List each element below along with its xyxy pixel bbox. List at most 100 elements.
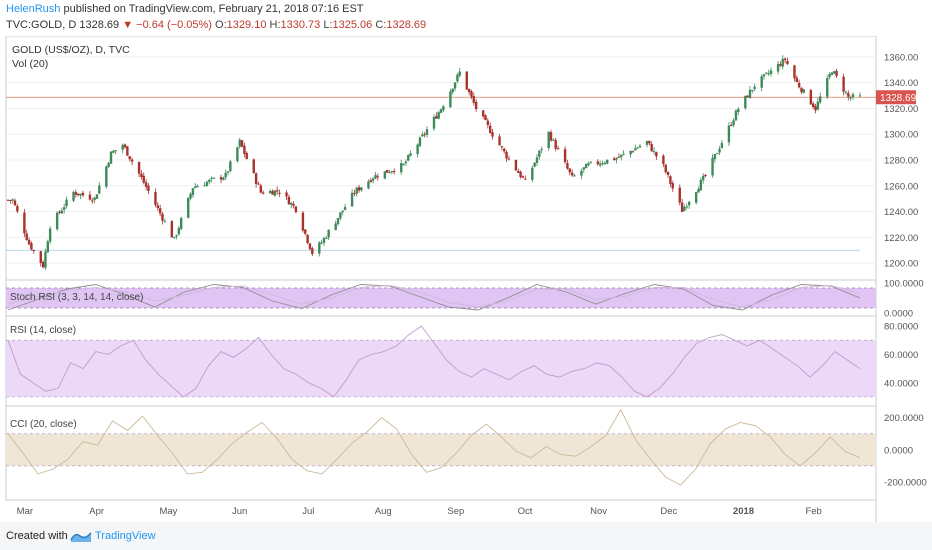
candle-body xyxy=(439,109,443,113)
candle-body xyxy=(367,181,370,189)
candle-body xyxy=(189,193,192,199)
candle-body xyxy=(304,229,307,234)
indicator-bands xyxy=(6,287,876,467)
candle-body xyxy=(318,242,321,254)
candle-body xyxy=(730,124,733,126)
cci-tick-label: 0.0000 xyxy=(884,445,913,456)
candle-body xyxy=(617,156,621,158)
candle-body xyxy=(776,63,780,72)
candle-body xyxy=(847,93,850,97)
candle-body xyxy=(16,206,19,212)
candle-body xyxy=(781,58,784,67)
low-value: 1325.06 xyxy=(332,19,373,31)
chart-area[interactable]: 1360.00 1340.00 1320.00 1300.00 1280.00 1260.… xyxy=(0,36,932,522)
candle-body xyxy=(46,241,49,253)
tradingview-link[interactable]: TradingView xyxy=(95,530,156,542)
candle-body xyxy=(170,221,174,238)
candle-body xyxy=(13,200,17,206)
candle-body xyxy=(210,177,213,179)
candle-body xyxy=(769,70,773,74)
candle-body xyxy=(851,94,855,98)
candle-body xyxy=(573,175,576,177)
candle-body xyxy=(273,190,277,196)
candle-body xyxy=(694,192,698,203)
candle-body xyxy=(505,151,508,159)
price-change: −0.64 (−0.05%) xyxy=(136,19,212,31)
candle-body xyxy=(680,202,684,212)
price-tick-label: 1360.00 xyxy=(884,52,918,63)
candle-body xyxy=(474,101,478,110)
y-axis-ticks: 1360.00 1340.00 1320.00 1300.00 1280.00 1260.… xyxy=(884,52,927,488)
candle-body xyxy=(23,212,26,234)
open-value: 1329.10 xyxy=(226,19,267,31)
candle-body xyxy=(580,170,583,176)
candle-body xyxy=(486,120,490,125)
candle-body xyxy=(519,171,522,178)
candle-body xyxy=(662,155,665,165)
candle-body xyxy=(556,148,560,150)
candle-body xyxy=(828,74,831,78)
candle-body xyxy=(484,115,487,121)
candle-body xyxy=(229,161,232,172)
x-tick-label: Nov xyxy=(590,506,607,517)
candle-body xyxy=(645,141,649,145)
price-tick-label: 1220.00 xyxy=(884,233,918,244)
candle-body xyxy=(603,162,607,164)
candle-body xyxy=(142,175,145,183)
candle-body xyxy=(32,249,35,251)
candle-body xyxy=(41,262,45,268)
candle-body xyxy=(383,171,387,179)
candle-body xyxy=(830,72,834,76)
candle-body xyxy=(353,193,356,195)
candle-body xyxy=(11,199,14,201)
price-panel xyxy=(5,36,877,281)
candle-body xyxy=(507,158,511,160)
candle-body xyxy=(123,144,127,148)
publish-info: HelenRush published on TradingView.com, … xyxy=(6,3,364,15)
candle-body xyxy=(432,116,436,129)
candle-body xyxy=(55,212,59,230)
candle-body xyxy=(470,91,473,97)
candle-body xyxy=(308,243,312,250)
footer-bar: Created with TradingView xyxy=(0,522,932,550)
candle-body xyxy=(421,134,424,137)
stoch-rsi-tick-label: 0.0000 xyxy=(884,309,913,320)
candle-body xyxy=(701,175,705,181)
candle-body xyxy=(44,251,47,268)
candle-body xyxy=(334,223,337,231)
candle-body xyxy=(533,162,536,167)
last-price-badge-text: 1328.69 xyxy=(880,93,917,104)
stoch-rsi-line xyxy=(7,284,861,311)
candle-body xyxy=(783,58,787,61)
author-link[interactable]: HelenRush xyxy=(6,3,61,15)
candle-body xyxy=(584,163,588,169)
candle-body xyxy=(114,150,117,152)
candle-body xyxy=(320,242,323,244)
candle-body xyxy=(811,103,815,108)
candle-body xyxy=(374,175,377,179)
candle-body xyxy=(547,131,550,148)
candle-body xyxy=(79,193,82,196)
candle-body xyxy=(343,207,347,211)
candle-body xyxy=(540,149,543,151)
candle-body xyxy=(126,146,129,156)
candle-body xyxy=(746,95,749,98)
candle-body xyxy=(9,200,12,202)
down-arrow-icon: ▼ xyxy=(122,19,134,31)
symbol-quote-line: TVC:GOLD, D 1328.69 ▼ −0.64 (−0.05%) O:1… xyxy=(6,19,427,31)
x-tick-label: Dec xyxy=(660,506,677,517)
candle-body xyxy=(622,153,625,155)
candle-body xyxy=(685,206,688,208)
candle-body xyxy=(238,139,241,147)
high-value: 1330.73 xyxy=(280,19,321,31)
candle-body xyxy=(393,171,396,173)
candle-body xyxy=(521,176,525,178)
candle-body xyxy=(671,183,674,189)
rsi-title: RSI (14, close) xyxy=(10,325,76,336)
candle-body xyxy=(503,148,506,152)
candle-body xyxy=(601,163,604,165)
candle-body xyxy=(744,95,747,109)
candle-body xyxy=(137,161,141,174)
candle-body xyxy=(481,110,485,117)
candle-body xyxy=(74,192,78,195)
